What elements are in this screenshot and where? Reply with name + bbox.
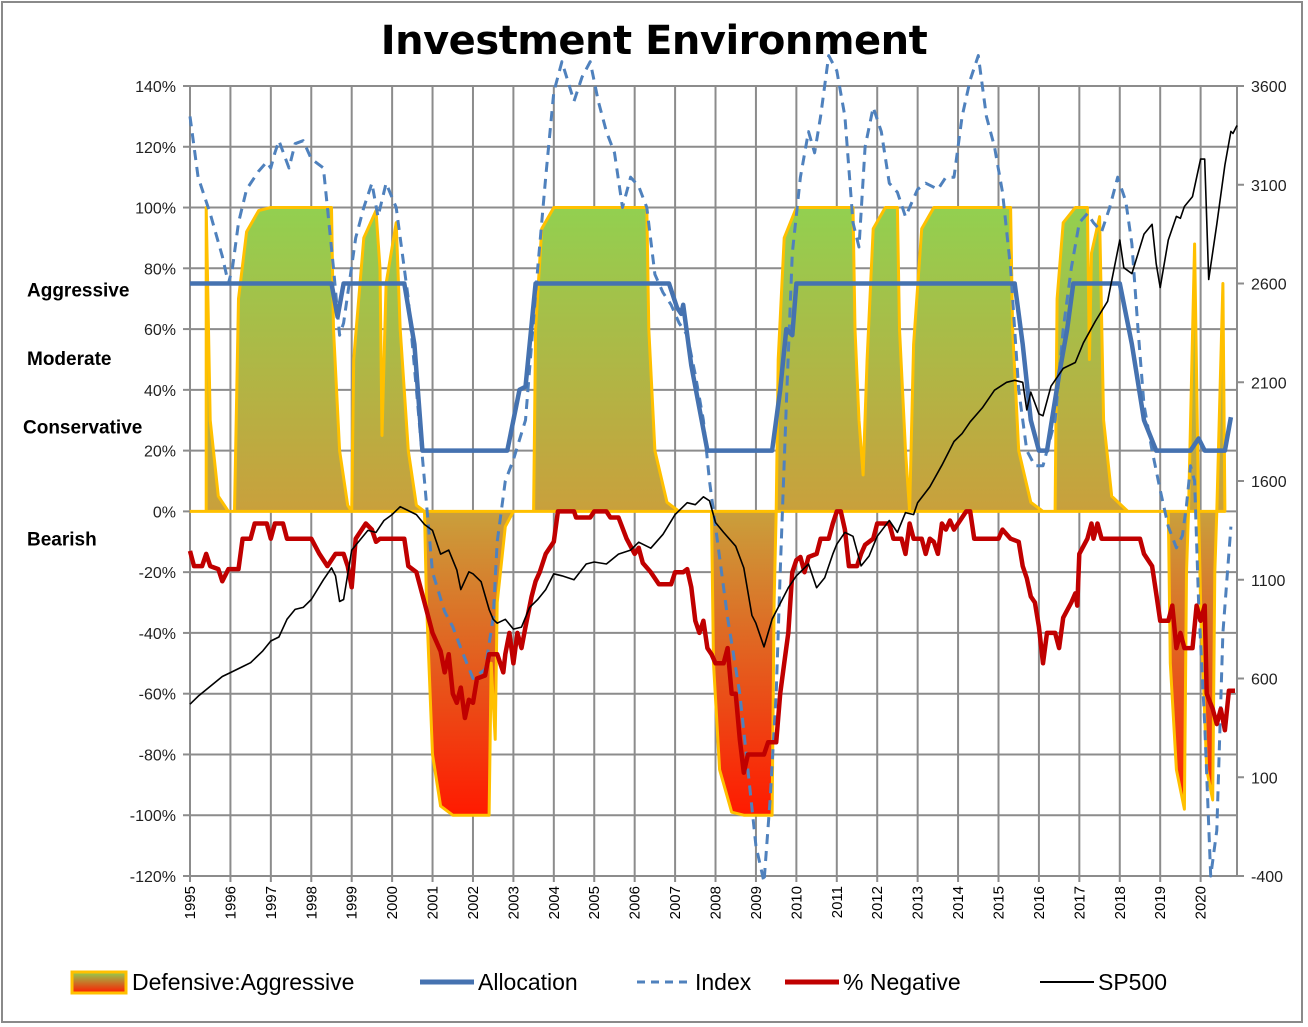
x-tick-label: 2007 <box>667 886 684 919</box>
y-tick-label-left: 120% <box>135 140 176 157</box>
x-tick-label: 2018 <box>1112 886 1129 919</box>
x-tick-label: 2011 <box>829 886 846 918</box>
legend-label: Index <box>695 969 752 995</box>
x-tick-label: 1995 <box>182 886 199 919</box>
x-tick-label: 2014 <box>950 886 967 919</box>
x-tick-label: 2004 <box>546 886 563 919</box>
line-sp500 <box>189 125 1238 705</box>
x-tick-label: 1996 <box>222 886 239 919</box>
legend-item-defensive-aggressive: Defensive:Aggressive <box>70 969 354 995</box>
y-tick-label-right: 1100 <box>1251 573 1286 590</box>
y-tick-label-right: 2600 <box>1251 277 1287 294</box>
legend-swatch-area <box>70 970 128 995</box>
y-tick-label-left: -20% <box>139 565 176 582</box>
x-tick-label: 2001 <box>425 886 442 919</box>
y-tick-label-left: 40% <box>144 383 176 400</box>
y-tick-label-right: 2100 <box>1251 375 1287 392</box>
line-index <box>188 54 1233 884</box>
legend: Defensive:Aggressive Allocation Index % Neg… <box>70 969 1167 995</box>
zone-labels: Aggressive Moderate Conservative Bearish <box>23 281 142 551</box>
legend-item-index: Index <box>637 969 752 995</box>
zone-label-conservative: Conservative <box>23 417 142 438</box>
y-tick-label-left: 60% <box>144 322 176 339</box>
y-tick-label-left: -80% <box>139 747 176 764</box>
x-tick-label: 2008 <box>708 886 725 919</box>
y-tick-label-left: -40% <box>139 626 176 643</box>
y-tick-label-right: 3100 <box>1251 178 1287 195</box>
y-tick-label-left: 0% <box>153 504 176 521</box>
legend-item-sp500: SP500 <box>1040 969 1167 995</box>
x-tick-label: 2016 <box>1031 886 1048 919</box>
x-tick-label: 1999 <box>344 886 361 919</box>
x-tick-label: 2015 <box>990 886 1007 919</box>
x-tick-label: 2005 <box>586 886 603 919</box>
x-tick-label: 2006 <box>627 886 644 919</box>
y-tick-label-right: 600 <box>1251 672 1278 689</box>
x-tick-label: 1998 <box>303 886 320 919</box>
x-tick-label: 2010 <box>788 886 805 919</box>
zone-label-moderate: Moderate <box>27 349 111 370</box>
y-tick-label-right: 3600 <box>1251 79 1287 96</box>
x-tick-label: 2009 <box>748 886 765 919</box>
x-tick-label: 2020 <box>1193 886 1210 919</box>
y-tick-label-left: 100% <box>135 201 176 218</box>
legend-label: Defensive:Aggressive <box>132 969 354 995</box>
x-tick-label: 2019 <box>1152 886 1169 919</box>
line-allocation <box>190 281 1234 453</box>
legend-label: % Negative <box>843 969 961 995</box>
y-tick-label-left: -120% <box>130 869 176 886</box>
line-negative <box>187 509 1235 775</box>
x-tick-label: 2012 <box>869 886 886 919</box>
y-tick-label-left: 20% <box>144 444 176 461</box>
axes: 140% 120% 100% 80% 60% 40% 20% 0% -20% -40% -60% -8… <box>130 79 1287 919</box>
series-lines <box>187 54 1238 884</box>
x-tick-label: 2000 <box>384 886 401 919</box>
legend-item-negative: % Negative <box>785 969 961 995</box>
zone-label-bearish: Bearish <box>27 530 97 551</box>
y-tick-label-left: 140% <box>135 79 176 96</box>
x-tick-label: 1997 <box>263 886 280 919</box>
y-tick-label-left: -100% <box>130 808 176 825</box>
y-tick-label-right: 100 <box>1251 770 1278 787</box>
y-tick-label-right: 1600 <box>1251 474 1287 491</box>
legend-item-allocation: Allocation <box>420 969 578 995</box>
legend-label: SP500 <box>1098 969 1167 995</box>
x-tick-label: 2017 <box>1071 886 1088 919</box>
y-tick-label-left: -60% <box>139 687 176 704</box>
zone-label-aggressive: Aggressive <box>27 281 129 302</box>
y-tick-label-right: -400 <box>1251 869 1283 886</box>
legend-label: Allocation <box>478 969 578 995</box>
y-tick-label-left: 80% <box>144 261 176 278</box>
x-tick-label: 2003 <box>505 886 522 919</box>
chart-title: Investment Environment <box>380 18 928 64</box>
x-tick-label: 2002 <box>465 886 482 919</box>
x-tick-label: 2013 <box>910 886 927 919</box>
